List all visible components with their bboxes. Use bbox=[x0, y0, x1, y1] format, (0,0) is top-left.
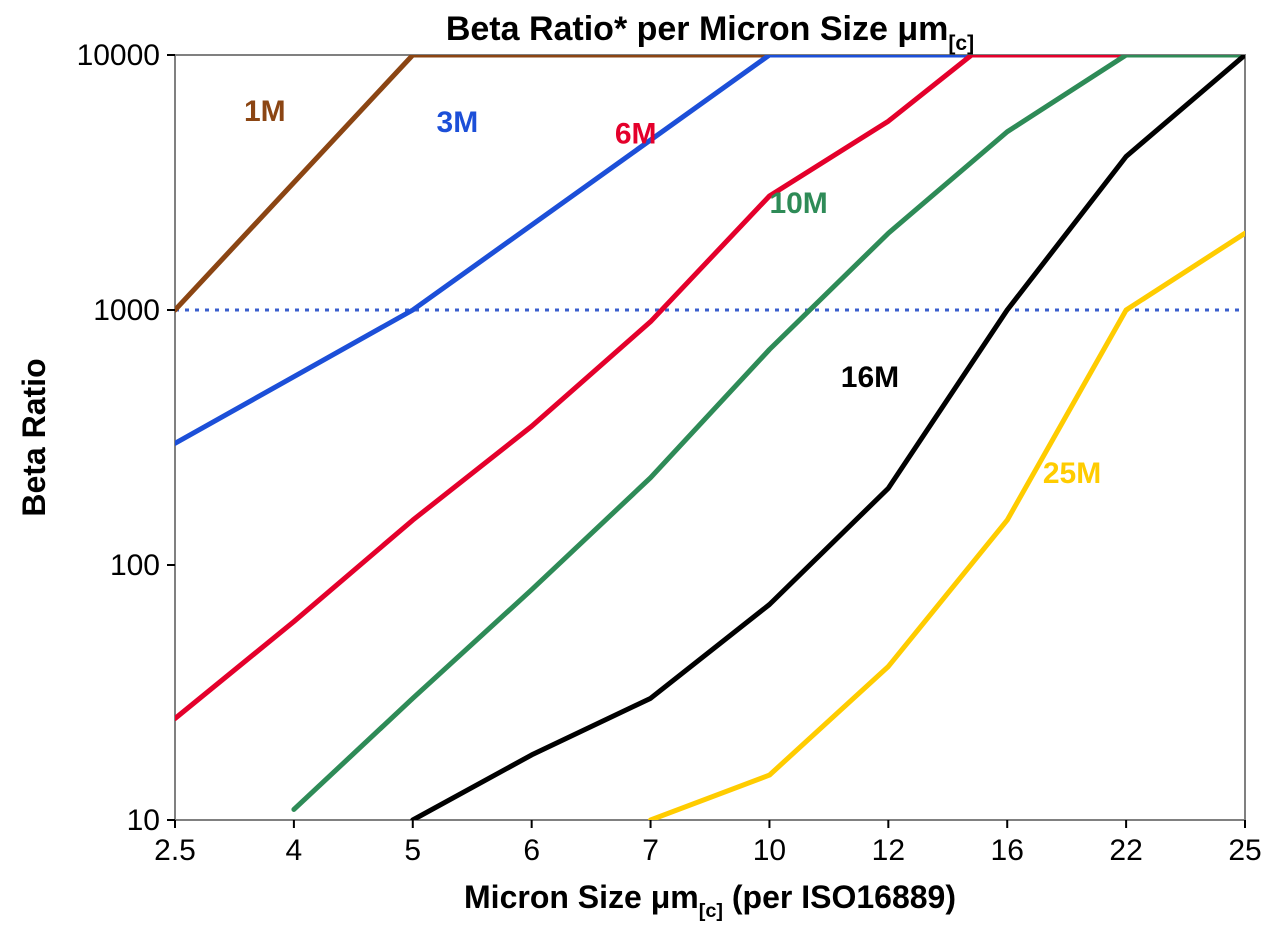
y-tick-label: 100 bbox=[110, 549, 160, 582]
y-tick-label: 10000 bbox=[77, 39, 160, 72]
y-axis-label: Beta Ratio bbox=[16, 358, 52, 516]
x-tick-label: 7 bbox=[642, 834, 659, 867]
x-tick-label: 22 bbox=[1109, 834, 1142, 867]
x-tick-label: 12 bbox=[872, 834, 905, 867]
series-label: 6M bbox=[615, 117, 657, 150]
beta-ratio-chart: 10 100 1000 10000 2.5 4 5 6 7 10 12 16 22 25 1M 3M 6M 10M… bbox=[0, 0, 1271, 930]
y-tick-label: 10 bbox=[127, 804, 160, 837]
series-label: 1M bbox=[244, 95, 286, 128]
series-label: 25M bbox=[1043, 457, 1101, 490]
series-label: 10M bbox=[769, 187, 827, 220]
y-tick-label: 1000 bbox=[93, 294, 160, 327]
x-tick-label: 6 bbox=[523, 834, 540, 867]
x-tick-label: 5 bbox=[404, 834, 421, 867]
x-tick-label: 25 bbox=[1228, 834, 1261, 867]
x-tick-label: 2.5 bbox=[154, 834, 196, 867]
x-tick-label: 16 bbox=[991, 834, 1024, 867]
chart-svg: 10 100 1000 10000 2.5 4 5 6 7 10 12 16 22 25 1M 3M 6M 10M… bbox=[0, 0, 1271, 930]
x-tick-label: 4 bbox=[286, 834, 303, 867]
series-label: 16M bbox=[841, 361, 899, 394]
x-tick-label: 10 bbox=[753, 834, 786, 867]
series-label: 3M bbox=[437, 106, 479, 139]
